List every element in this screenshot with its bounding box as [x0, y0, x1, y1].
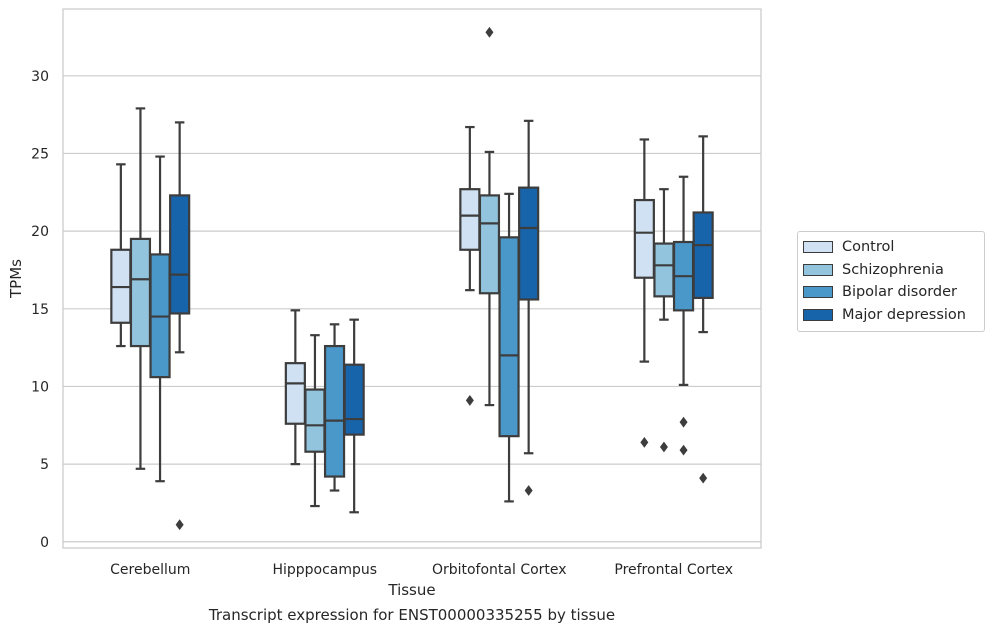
figure-caption: Transcript expression for ENST0000033525… — [208, 606, 616, 624]
outlier-marker — [175, 519, 184, 531]
box-bipolar-disorder — [672, 175, 695, 456]
box-body — [653, 242, 675, 298]
box-major-depression — [169, 121, 191, 531]
y-axis-label: TPMs — [7, 259, 25, 299]
box-body — [129, 237, 152, 348]
y-tick-label: 0 — [40, 535, 49, 551]
legend-item: Major depression — [798, 304, 984, 327]
legend-item: Control — [798, 236, 984, 259]
box-control — [110, 163, 132, 348]
box-major-depression — [518, 119, 540, 496]
box-bipolar-disorder — [323, 323, 346, 492]
box-control — [633, 138, 655, 448]
box-body — [692, 211, 714, 300]
legend-item: Bipolar disorder — [798, 281, 984, 304]
legend-swatch — [803, 308, 833, 321]
plot-frame — [62, 8, 762, 549]
box-body — [169, 194, 191, 315]
box-body — [459, 188, 481, 251]
legend-label: Bipolar disorder — [842, 284, 957, 301]
y-axis-ticks: 0 5 10 15 20 25 30 — [31, 69, 49, 551]
box-bipolar-disorder — [149, 155, 171, 483]
box-body — [284, 362, 306, 425]
box-body — [498, 236, 520, 438]
box-schizophrenia — [653, 188, 675, 453]
x-tick-label: Cerebellum — [110, 562, 190, 578]
legend-item: Schizophrenia — [798, 259, 984, 282]
box-schizophrenia — [478, 26, 501, 407]
outlier-marker — [679, 416, 688, 428]
y-tick-label: 25 — [31, 146, 49, 162]
box-body — [323, 344, 346, 478]
y-tick-label: 10 — [31, 379, 49, 395]
outlier-marker — [699, 472, 708, 484]
outlier-marker — [485, 26, 494, 38]
outlier-marker — [659, 441, 668, 453]
x-axis-ticks: Cerebellum Hipppocampus Orbitofontal Corte… — [110, 562, 733, 578]
legend-label: Major depression — [842, 306, 966, 323]
box-body — [304, 388, 326, 453]
y-tick-label: 20 — [31, 224, 49, 240]
box-body — [478, 194, 501, 295]
legend-label: Schizophrenia — [842, 261, 944, 278]
legend: Control Schizophrenia Bipolar disorder Majo… — [797, 231, 985, 332]
legend-swatch — [803, 286, 833, 299]
box-series — [110, 26, 714, 531]
box-bipolar-disorder — [498, 192, 520, 503]
outlier-marker — [679, 444, 688, 456]
outlier-marker — [640, 436, 649, 448]
y-tick-label: 15 — [31, 302, 49, 318]
box-body — [343, 363, 365, 436]
outlier-marker — [524, 485, 533, 496]
legend-swatch — [803, 263, 833, 276]
legend-swatch — [803, 241, 833, 254]
box-schizophrenia — [304, 334, 326, 508]
box-body — [518, 186, 540, 301]
box-schizophrenia — [129, 107, 152, 470]
box-major-depression — [692, 135, 714, 484]
y-tick-label: 5 — [40, 457, 49, 473]
box-control — [284, 309, 306, 466]
box-control — [459, 125, 481, 406]
outlier-marker — [465, 395, 474, 406]
box-major-depression — [343, 318, 365, 514]
x-tick-label: Orbitofontal Cortex — [432, 562, 567, 578]
legend-label: Control — [842, 239, 895, 256]
y-tick-label: 30 — [31, 69, 49, 85]
x-tick-label: Hipppocampus — [272, 562, 377, 578]
x-axis-label: Tissue — [387, 581, 435, 599]
x-tick-label: Prefrontal Cortex — [614, 562, 733, 578]
box-body — [633, 198, 655, 279]
